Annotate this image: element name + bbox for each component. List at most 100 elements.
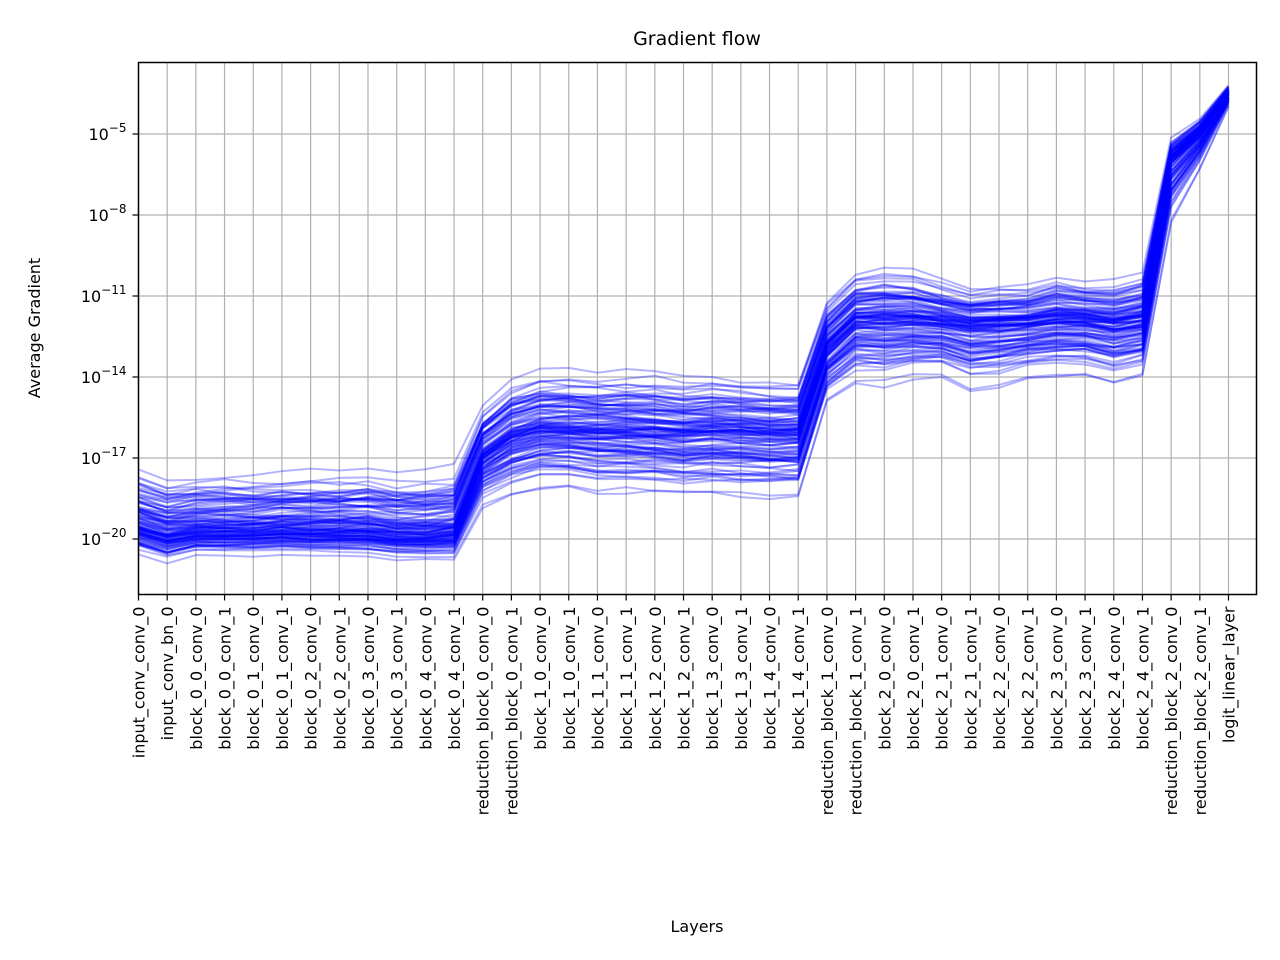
x-tick-label: reduction_block_0_conv_0 xyxy=(474,607,494,816)
x-tick-label: block_2_2_conv_1 xyxy=(1019,607,1039,750)
x-tick-label: block_2_4_conv_0 xyxy=(1105,607,1125,750)
x-tick-label: block_0_2_conv_1 xyxy=(330,607,350,750)
series-line xyxy=(138,101,1230,554)
series-line xyxy=(138,97,1230,549)
series-line xyxy=(138,90,1230,525)
series-line xyxy=(138,92,1230,535)
y-axis-label: Average Gradient xyxy=(25,258,44,398)
series-line xyxy=(138,87,1230,501)
series-line xyxy=(138,97,1230,547)
y-tick-label: 10−14 xyxy=(81,364,127,387)
series-line xyxy=(138,94,1230,532)
series-line xyxy=(138,87,1230,503)
series-line xyxy=(138,102,1230,554)
series-line xyxy=(138,90,1230,510)
series-line xyxy=(138,96,1230,542)
series-line xyxy=(138,101,1230,551)
series-line xyxy=(138,86,1230,501)
series-line xyxy=(138,88,1230,507)
x-tick-label: block_0_3_conv_0 xyxy=(359,607,379,750)
x-tick-label: input_conv_conv_0 xyxy=(130,607,150,759)
series-line xyxy=(138,89,1230,517)
series-line xyxy=(138,105,1230,565)
series-line xyxy=(138,89,1230,520)
series-line xyxy=(138,98,1230,538)
series-line xyxy=(138,97,1230,544)
series-line xyxy=(138,94,1230,536)
series-line xyxy=(138,97,1230,546)
x-tick-label: reduction_block_2_conv_0 xyxy=(1162,607,1182,816)
series-line xyxy=(138,96,1230,542)
series-line xyxy=(138,92,1230,533)
series-lines xyxy=(138,84,1230,565)
series-line xyxy=(138,89,1230,514)
series-line xyxy=(138,89,1230,509)
series-line xyxy=(138,105,1230,559)
series-line xyxy=(138,93,1230,536)
series-line xyxy=(138,91,1230,534)
series-line xyxy=(138,99,1230,546)
series-line xyxy=(138,94,1230,543)
x-tick-label: block_1_0_conv_0 xyxy=(531,607,551,750)
x-tick-label: block_2_3_conv_1 xyxy=(1076,607,1096,750)
series-line xyxy=(138,99,1230,545)
x-tick-label: block_0_2_conv_0 xyxy=(302,607,322,750)
x-tick-label: input_conv_bn_0 xyxy=(158,607,178,741)
series-line xyxy=(138,97,1230,548)
series-line xyxy=(138,92,1230,539)
series-line xyxy=(138,85,1230,504)
series-line xyxy=(138,95,1230,547)
x-tick-label: block_1_1_conv_1 xyxy=(617,607,637,750)
series-line xyxy=(138,93,1230,537)
series-line xyxy=(138,92,1230,531)
series-line xyxy=(138,85,1230,496)
series-line xyxy=(138,89,1230,498)
series-line xyxy=(138,97,1230,537)
series-line xyxy=(138,100,1230,557)
series-line xyxy=(138,96,1230,539)
series-line xyxy=(138,90,1230,528)
x-tick-label: block_1_2_conv_0 xyxy=(646,607,666,750)
x-tick-label: block_1_1_conv_0 xyxy=(588,607,608,750)
x-tick-label: block_0_1_conv_0 xyxy=(244,607,264,750)
series-line xyxy=(138,88,1230,519)
series-line xyxy=(138,90,1230,518)
series-line xyxy=(138,91,1230,541)
series-line xyxy=(138,85,1230,504)
x-tick-label: reduction_block_2_conv_1 xyxy=(1191,607,1211,816)
series-line xyxy=(138,90,1230,502)
x-tick-label: block_0_3_conv_1 xyxy=(388,607,408,750)
series-line xyxy=(138,98,1230,544)
series-line xyxy=(138,90,1230,525)
series-line xyxy=(138,96,1230,546)
y-tick-label: 10−20 xyxy=(81,526,127,549)
series-line xyxy=(138,90,1230,518)
x-tick-label: block_2_3_conv_0 xyxy=(1047,607,1067,750)
series-line xyxy=(138,99,1230,543)
series-line xyxy=(138,94,1230,530)
x-tick-label: block_2_4_conv_1 xyxy=(1133,607,1153,750)
x-tick-label: block_1_4_conv_1 xyxy=(789,607,809,750)
series-line xyxy=(138,98,1230,543)
series-line xyxy=(138,91,1230,509)
x-tick-label: block_0_4_conv_1 xyxy=(445,607,465,750)
series-line xyxy=(138,93,1230,543)
series-line xyxy=(138,100,1230,550)
series-line xyxy=(138,88,1230,506)
series-line xyxy=(138,103,1230,556)
x-tick-label: reduction_block_1_conv_0 xyxy=(818,607,838,816)
series-line xyxy=(138,91,1230,537)
series-line xyxy=(138,97,1230,543)
grid xyxy=(137,62,1257,595)
plot-frame xyxy=(137,61,1258,596)
series-line xyxy=(138,95,1230,532)
series-line xyxy=(138,103,1230,554)
series-line xyxy=(138,98,1230,548)
series-line xyxy=(138,89,1230,490)
series-line xyxy=(138,99,1230,554)
series-line xyxy=(138,92,1230,527)
x-tick-label: block_0_0_conv_0 xyxy=(187,607,207,750)
series-line xyxy=(138,96,1230,546)
